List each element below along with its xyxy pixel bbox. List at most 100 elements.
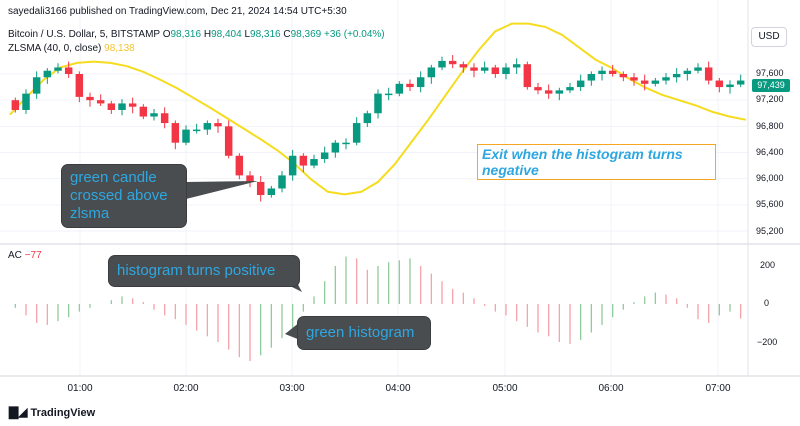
candle-body <box>502 67 510 74</box>
candle-body <box>150 113 158 117</box>
ohlc-h: 98,404 <box>211 29 242 40</box>
candle-body <box>192 129 201 132</box>
ohlc-change: +36 (+0.04%) <box>324 29 385 40</box>
candle-body <box>214 123 222 127</box>
candle-body <box>672 74 681 78</box>
callout-green-candle: green candle crossed above zlsma <box>62 165 186 227</box>
candle-body <box>139 106 148 117</box>
callout-histogram-positive: histogram turns positive <box>109 256 299 286</box>
price-tick: 96,400 <box>756 147 784 157</box>
exit-note: Exit when the histogram turns negative <box>477 144 716 180</box>
callout-pointer-green <box>285 322 300 340</box>
candle-body <box>576 80 585 88</box>
ac-value: −77 <box>24 250 42 261</box>
candle-body <box>448 60 457 65</box>
ac-tick: 200 <box>760 260 776 270</box>
price-tick: 97,600 <box>756 68 784 78</box>
candle-body <box>64 67 73 74</box>
candle-body <box>320 152 329 160</box>
currency-button[interactable]: USD <box>751 27 787 47</box>
candle-body <box>203 123 212 130</box>
time-tick: 07:00 <box>705 383 731 394</box>
candle-body <box>406 83 414 88</box>
ohlc-h-label: H <box>203 29 212 40</box>
candle-body <box>523 64 532 88</box>
candle-body <box>224 126 233 156</box>
candle-body <box>694 67 702 71</box>
candle-body <box>86 96 94 101</box>
candle-body <box>363 113 372 124</box>
candle-body <box>427 67 436 78</box>
candle-body <box>480 67 489 71</box>
candle-body <box>598 70 606 74</box>
zlsma-value: 98,138 <box>104 43 135 54</box>
ohlc-c: 98,369 <box>290 29 322 40</box>
candle-body <box>512 64 521 68</box>
candle-body <box>459 64 468 68</box>
candle-body <box>374 93 382 114</box>
candle-body <box>171 123 180 143</box>
candle-body <box>267 188 276 196</box>
ac-legend[interactable]: AC −77 <box>8 250 42 261</box>
time-tick: 01:00 <box>67 383 93 394</box>
candle-body <box>11 100 20 110</box>
candle-body <box>384 93 393 96</box>
candle-body <box>587 74 596 81</box>
candle-body <box>704 67 713 81</box>
tradingview-label: TradingView <box>30 407 96 419</box>
price-tick: 96,000 <box>756 173 784 183</box>
ac-histogram <box>14 256 742 361</box>
candle-body <box>438 60 446 68</box>
candle-body <box>32 77 41 94</box>
candle-body <box>736 80 745 85</box>
time-tick: 06:00 <box>598 383 624 394</box>
candle-body <box>128 103 137 107</box>
candle-body <box>651 80 660 84</box>
candles <box>11 55 745 202</box>
candle-body <box>640 80 649 84</box>
ac-tick: −200 <box>757 337 778 347</box>
price-tick: 95,200 <box>756 226 784 236</box>
price-tick: 97,200 <box>756 94 784 104</box>
candle-body <box>299 155 308 166</box>
ac-label: AC <box>8 250 22 261</box>
zlsma-label: ZLSMA (40, 0, close) <box>8 43 102 54</box>
callout-pointer-candle <box>186 181 258 199</box>
candle-body <box>54 67 62 71</box>
candle-body <box>726 84 734 88</box>
candle-body <box>544 90 553 94</box>
time-tick: 02:00 <box>173 383 199 394</box>
candle-body <box>470 67 478 71</box>
ohlc-l: 98,316 <box>250 29 281 40</box>
candle-body <box>43 70 52 78</box>
publisher-line: sayedali3166 published on TradingView.co… <box>8 6 347 17</box>
candle-body <box>683 70 692 74</box>
candle-body <box>619 74 628 78</box>
candle-body <box>342 142 350 145</box>
zlsma-legend[interactable]: ZLSMA (40, 0, close) 98,138 <box>8 43 135 54</box>
ohlc-l-label: L <box>244 29 251 40</box>
candle-body <box>662 77 670 81</box>
candle-body <box>278 175 286 189</box>
candle-body <box>534 87 542 91</box>
candle-body <box>160 113 169 124</box>
time-tick: 04:00 <box>385 383 411 394</box>
candle-body <box>352 123 361 143</box>
candle-body <box>96 100 105 104</box>
candle-body <box>256 181 265 196</box>
price-tick: 96,800 <box>756 121 784 131</box>
callout-green-histogram: green histogram <box>298 317 430 349</box>
ac-tick: 0 <box>764 298 770 308</box>
candle-body <box>107 103 116 110</box>
candle-body <box>235 155 244 176</box>
candle-body <box>22 93 30 110</box>
tradingview-logo-icon: ▇◢ <box>9 405 28 419</box>
price-tick: 95,600 <box>756 199 784 209</box>
candle-body <box>608 70 617 74</box>
candle-body <box>331 142 340 153</box>
candle-body <box>75 74 84 97</box>
candle-body <box>715 80 724 88</box>
candle-body <box>288 155 297 176</box>
ohlc-o: 98,316 <box>170 29 202 40</box>
symbol-title: Bitcoin / U.S. Dollar, 5, BITSTAMP <box>8 29 160 40</box>
